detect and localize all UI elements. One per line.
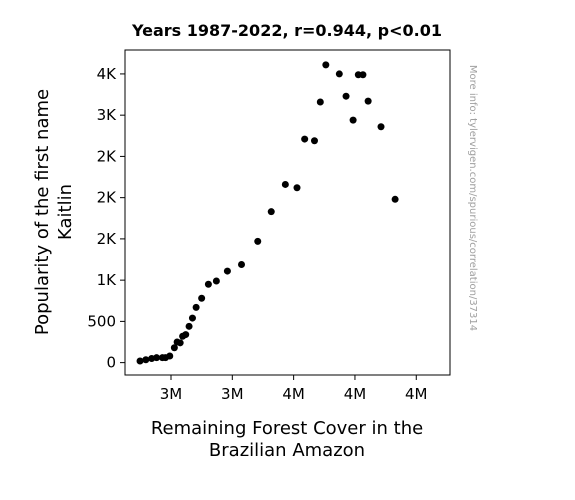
data-point bbox=[335, 70, 343, 78]
y-tick-label: 2K bbox=[97, 147, 118, 165]
data-point bbox=[142, 356, 150, 364]
x-tick-label: 3M bbox=[221, 385, 244, 403]
data-point bbox=[293, 184, 301, 192]
data-point bbox=[301, 135, 309, 143]
data-point bbox=[364, 97, 372, 105]
y-axis-label-line-1: Popularity of the first name bbox=[32, 89, 53, 335]
data-point bbox=[166, 352, 174, 360]
data-point bbox=[238, 260, 246, 268]
x-tick-label: 4M bbox=[405, 385, 428, 403]
data-point bbox=[223, 267, 231, 275]
data-point bbox=[185, 322, 193, 330]
data-point bbox=[349, 116, 357, 124]
x-axis-label-line-1: Remaining Forest Cover in the bbox=[151, 418, 423, 439]
data-point bbox=[316, 98, 324, 106]
x-tick-label: 4M bbox=[344, 385, 367, 403]
data-point bbox=[188, 314, 196, 322]
source-note: More info: tylervigen.com/spurious/corre… bbox=[467, 65, 478, 331]
y-tick-label: 1K bbox=[97, 271, 118, 289]
data-point bbox=[153, 354, 161, 362]
points-layer bbox=[136, 61, 399, 365]
data-point bbox=[281, 180, 289, 188]
data-point bbox=[192, 303, 200, 311]
data-point bbox=[359, 71, 367, 79]
y-tick-label: 3K bbox=[97, 106, 118, 124]
y-tick-label: 2K bbox=[97, 189, 118, 207]
data-point bbox=[342, 92, 350, 100]
data-point bbox=[136, 357, 144, 365]
y-tick-label: 0 bbox=[106, 354, 116, 372]
data-point bbox=[204, 280, 212, 288]
y-axis-label-line-2: Kaitlin bbox=[55, 184, 76, 240]
data-point bbox=[322, 61, 330, 69]
data-point bbox=[377, 123, 385, 131]
x-tick-label: 3M bbox=[160, 385, 183, 403]
chart-title: Years 1987-2022, r=0.944, p<0.01 bbox=[131, 21, 442, 40]
x-axis-label-line-2: Brazilian Amazon bbox=[209, 440, 365, 461]
y-tick-label: 500 bbox=[87, 312, 116, 330]
data-point bbox=[212, 277, 220, 285]
data-point bbox=[182, 331, 190, 339]
y-tick-label: 4K bbox=[97, 65, 118, 83]
data-point bbox=[254, 237, 262, 245]
plot-area-frame bbox=[124, 49, 451, 376]
x-tick-label: 4M bbox=[282, 385, 305, 403]
data-point bbox=[391, 195, 399, 203]
data-point bbox=[176, 339, 184, 347]
data-point bbox=[267, 208, 275, 216]
data-point bbox=[310, 137, 318, 145]
tick-layer: 3M 3M 4M 4M 4M 0 500 1K 2K 2K 2K 3K 4K bbox=[87, 65, 427, 403]
data-point bbox=[170, 344, 178, 352]
data-point bbox=[198, 294, 206, 302]
y-tick-label: 2K bbox=[97, 230, 118, 248]
